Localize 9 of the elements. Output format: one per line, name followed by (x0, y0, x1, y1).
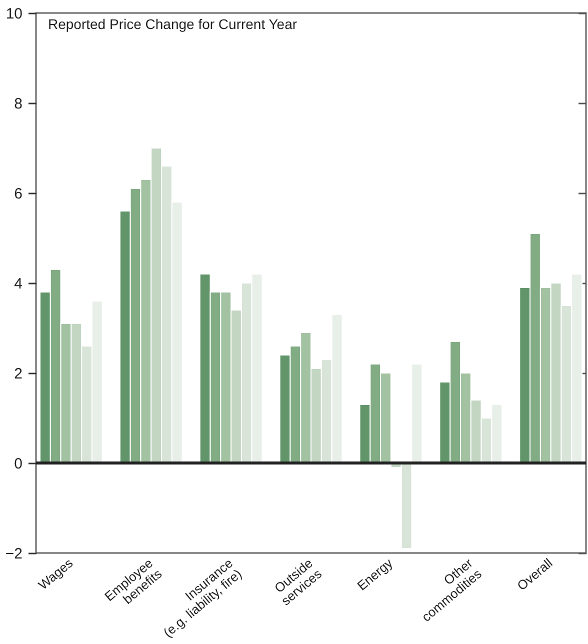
y-tick-label: 4 (14, 276, 22, 292)
bar (411, 364, 423, 464)
y-tick-label: 10 (6, 6, 22, 22)
y-tick-label: 0 (14, 456, 22, 472)
y-tick-label: −2 (5, 546, 22, 562)
y-tick-label: 8 (14, 96, 22, 112)
y-tick-label: 2 (14, 366, 22, 382)
chart-title: Reported Price Change for Current Year (48, 16, 298, 32)
y-tick-label: 6 (14, 186, 22, 202)
